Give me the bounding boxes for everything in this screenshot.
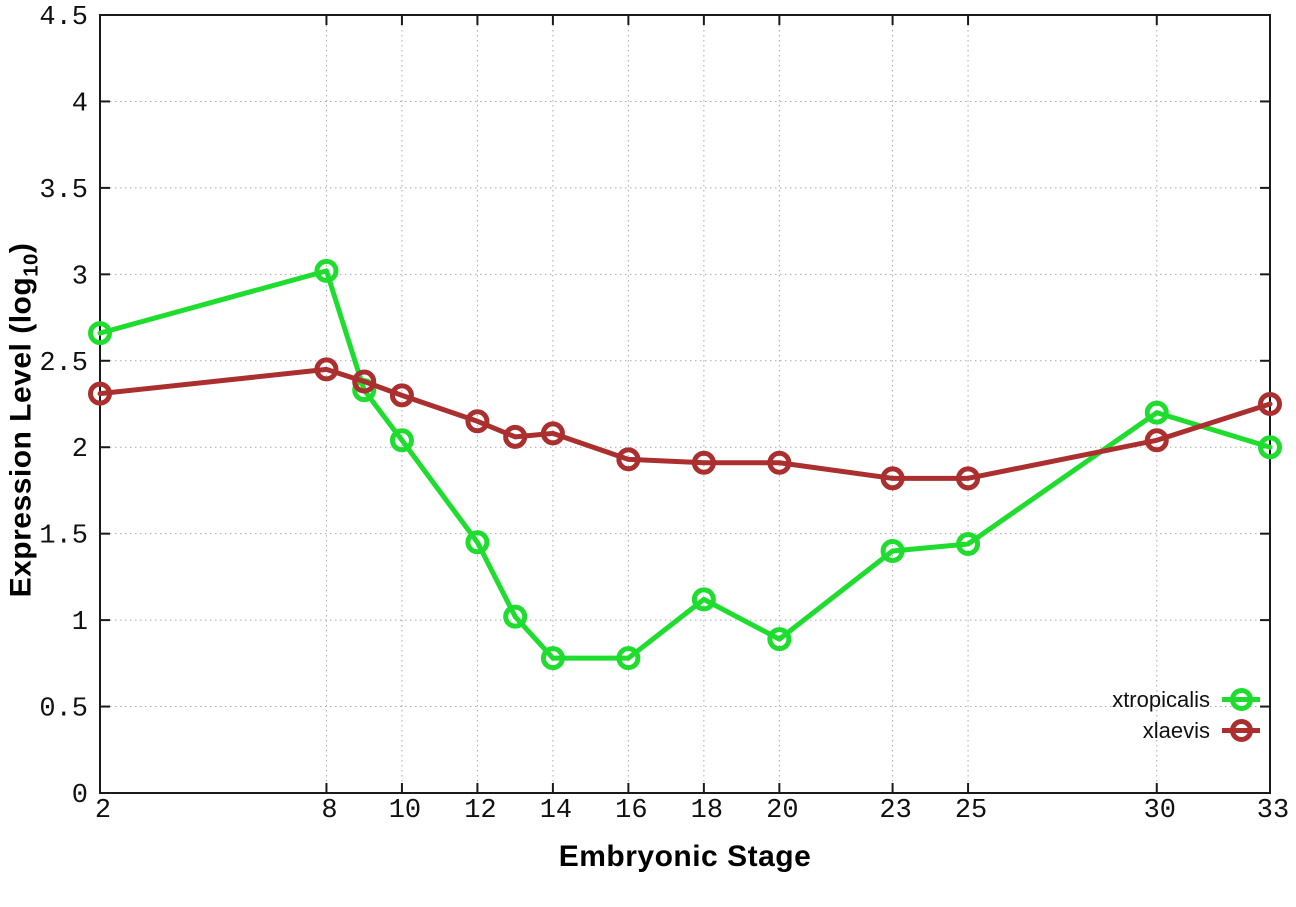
series-xlaevis-point-20	[767, 450, 792, 475]
legend-ring-sample	[1229, 719, 1253, 742]
series-xlaevis-point-25	[956, 466, 981, 491]
y-tick-label-1.5: 1.5	[39, 522, 88, 552]
x-tick-label-2: 2	[95, 796, 111, 826]
series-xtropicalis-point-30	[1144, 400, 1169, 425]
series-xlaevis-point-8	[314, 357, 339, 382]
series-xlaevis-point-2	[88, 381, 112, 406]
x-axis-title: Embryonic Stage	[558, 840, 812, 873]
legend-item-xtropicalis: xtropicalis	[1112, 684, 1260, 715]
series-xtropicalis-point-14	[540, 646, 565, 671]
x-tick-label-25: 25	[955, 796, 987, 826]
series-xtropicalis-point-18	[691, 587, 716, 612]
series-xlaevis-point-18	[691, 450, 716, 475]
y-axis-title-close: )	[4, 242, 38, 254]
y-tick-label-4.5: 4.5	[39, 3, 88, 33]
legend: xtropicalis xlaevis	[1112, 684, 1260, 746]
xtropicalis-marker-icon	[1222, 687, 1260, 713]
series-xtropicalis-point-16	[616, 646, 641, 671]
x-tick-label-20: 20	[766, 796, 798, 826]
y-tick-label-2: 2	[72, 435, 88, 465]
series-xlaevis-point-12	[465, 409, 490, 434]
x-tick-label-8: 8	[321, 796, 337, 826]
series-xtropicalis-point-12	[465, 530, 490, 555]
legend-label-xlaevis: xlaevis	[1142, 718, 1210, 743]
x-tick-label-14: 14	[540, 796, 572, 826]
x-tick-label-23: 23	[879, 796, 911, 826]
series-xlaevis-line	[97, 366, 1273, 481]
x-tick-label-10: 10	[389, 796, 421, 826]
series-xtropicalis-point-25	[956, 532, 981, 557]
y-axis-title-text: Expression Level (log	[4, 276, 38, 598]
y-tick-label-2.5: 2.5	[39, 349, 88, 379]
plot-border	[99, 14, 1271, 794]
x-tick-label-18: 18	[691, 796, 723, 826]
series-xtropicalis-point-2	[88, 321, 112, 346]
series-xlaevis-point-30	[1144, 428, 1169, 453]
series-xtropicalis-point-10	[389, 428, 414, 453]
xlaevis-marker-icon	[1222, 718, 1260, 744]
series-xlaevis-point-14	[540, 421, 565, 446]
y-tick-label-4: 4	[72, 89, 88, 119]
series-xlaevis-point-9	[352, 369, 377, 394]
series-xtropicalis-line	[97, 268, 1273, 661]
series-xtropicalis-point-23	[880, 538, 905, 563]
y-tick-label-0: 0	[72, 781, 88, 811]
series-xtropicalis-point-20	[767, 627, 792, 652]
y-tick-label-0.5: 0.5	[39, 695, 88, 725]
y-axis-title-subscript: 10	[20, 253, 43, 277]
x-tick-label-16: 16	[615, 796, 647, 826]
y-tick-label-3: 3	[72, 262, 88, 292]
x-tick-label-30: 30	[1144, 796, 1176, 826]
series-xlaevis-point-13	[503, 424, 528, 449]
series-xtropicalis-point-33	[1258, 435, 1282, 460]
series-xlaevis-point-16	[616, 447, 641, 472]
series-xlaevis-point-10	[389, 383, 414, 408]
x-tick-label-33: 33	[1257, 796, 1289, 826]
series-xlaevis-point-33	[1258, 392, 1282, 416]
series-xlaevis-point-23	[880, 466, 905, 491]
x-tick-label-12: 12	[464, 796, 496, 826]
y-axis-title: Expression Level (log10)	[5, 243, 44, 598]
y-tick-label-1: 1	[72, 608, 88, 638]
series-xtropicalis-point-13	[503, 604, 528, 629]
y-tick-label-3.5: 3.5	[39, 176, 88, 206]
series-xtropicalis-point-8	[314, 258, 339, 283]
legend-ring-sample	[1229, 688, 1253, 711]
legend-label-xtropicalis: xtropicalis	[1112, 687, 1210, 712]
legend-item-xlaevis: xlaevis	[1112, 715, 1260, 746]
